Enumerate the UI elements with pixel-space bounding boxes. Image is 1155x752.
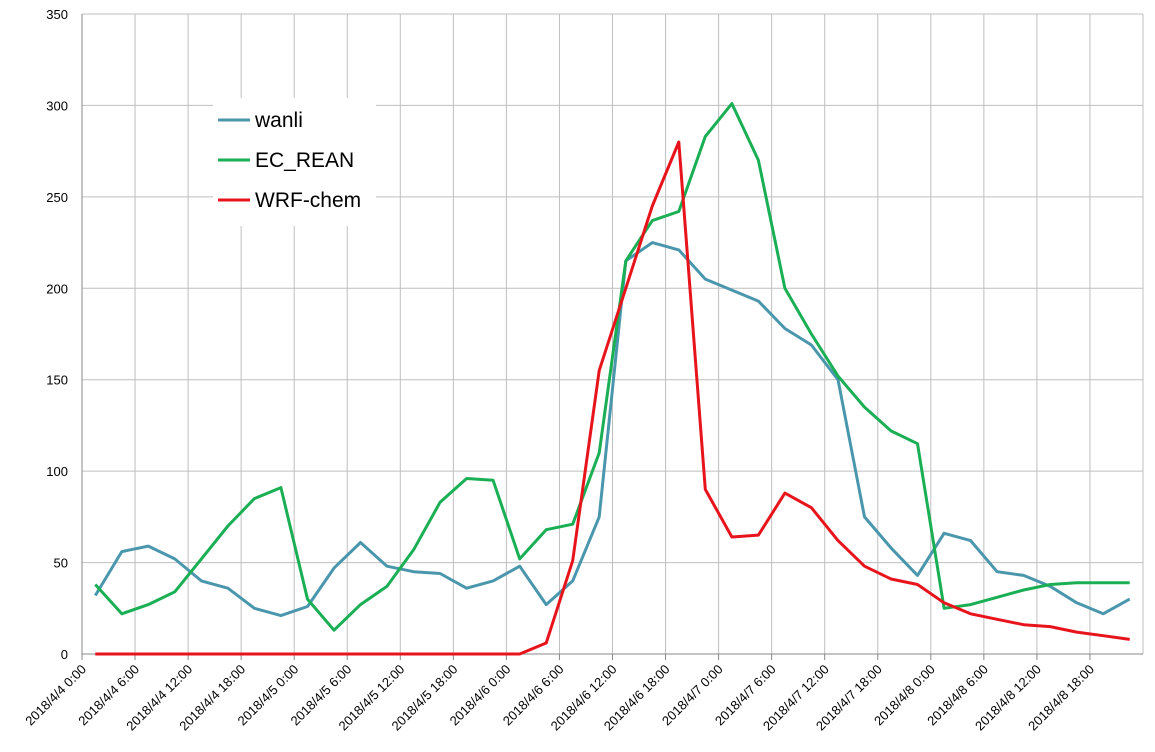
y-tick-label: 0 (61, 647, 68, 662)
series-line (94, 241, 1131, 618)
legend-label: EC_REAN (255, 149, 354, 172)
y-tick-label: 50 (54, 556, 68, 571)
y-tick-label: 250 (46, 190, 68, 205)
legend: wanli EC_REAN WRF-chem (213, 98, 376, 226)
series-line (94, 102, 1130, 632)
y-tick-label: 300 (46, 98, 68, 113)
series-line (95, 140, 1130, 656)
legend-label: WRF-chem (255, 189, 361, 212)
y-tick-label: 100 (46, 464, 68, 479)
y-tick-label: 150 (46, 373, 68, 388)
legend-label: wanli (254, 109, 303, 132)
y-tick-label: 350 (46, 7, 68, 22)
y-tick-label: 200 (46, 281, 68, 296)
